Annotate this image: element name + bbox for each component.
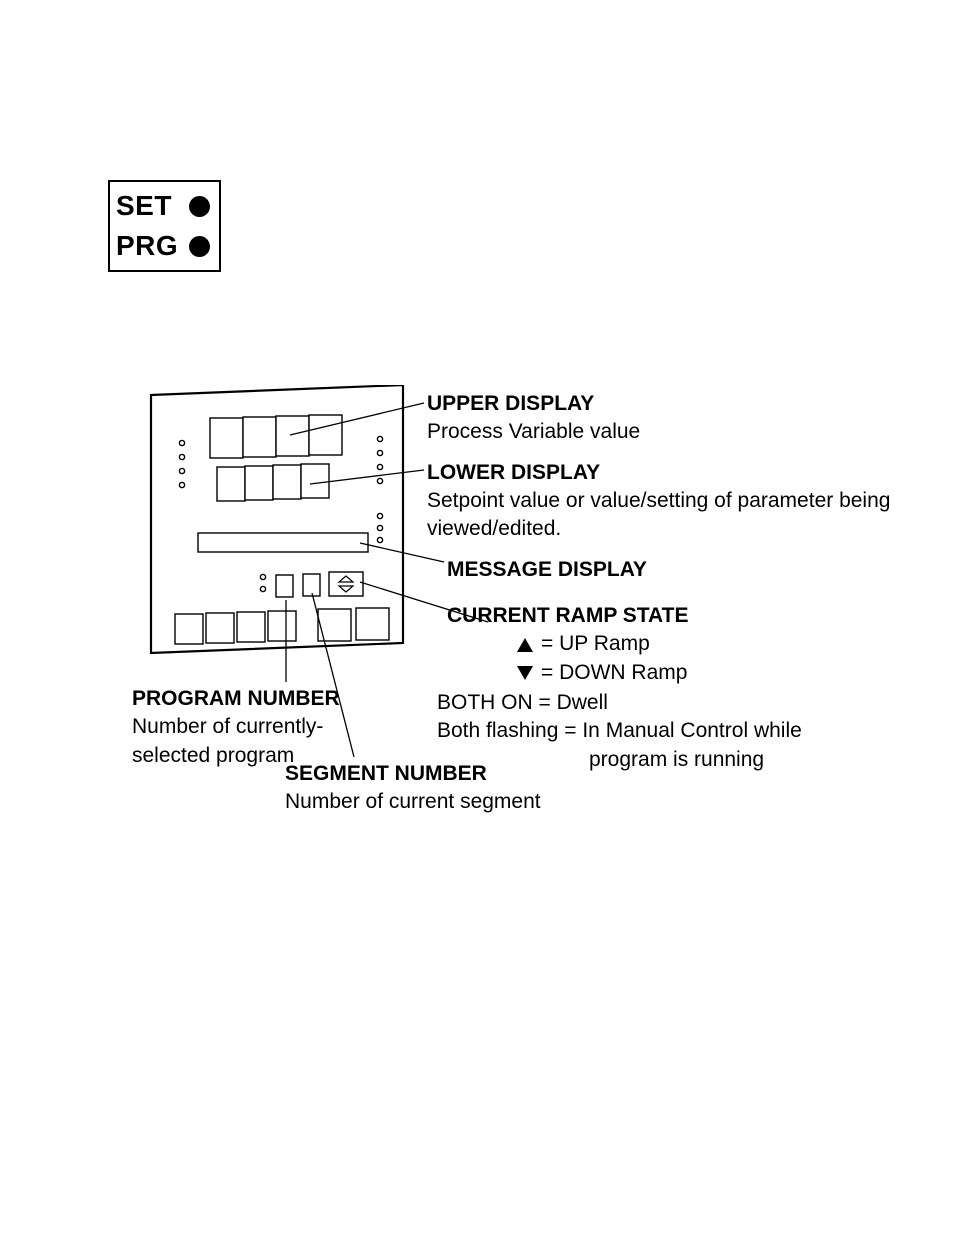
triangle-down-icon bbox=[517, 666, 533, 680]
controller-faceplate bbox=[143, 385, 411, 663]
lower-display-body: Setpoint value or value/setting of param… bbox=[427, 487, 927, 544]
program-number-display bbox=[276, 575, 293, 597]
setprg-panel: SET PRG bbox=[108, 180, 221, 272]
segment-number-body: Number of current segment bbox=[285, 788, 645, 816]
ramp-down-text: = DOWN Ramp bbox=[541, 659, 687, 687]
upper-display bbox=[210, 415, 342, 458]
setprg-row-label: PRG bbox=[116, 230, 178, 262]
set-led-icon bbox=[189, 196, 210, 217]
ramp-state-title: CURRENT RAMP STATE bbox=[447, 602, 927, 630]
ramp-bothon-text: BOTH ON = Dwell bbox=[437, 689, 927, 717]
upper-display-title: UPPER DISPLAY bbox=[427, 390, 927, 418]
prg-led-icon bbox=[189, 236, 210, 257]
program-number-callout: PROGRAM NUMBER Number of currently- sele… bbox=[132, 685, 362, 770]
lower-display bbox=[217, 464, 329, 501]
segment-number-callout: SEGMENT NUMBER Number of current segment bbox=[285, 760, 645, 817]
setprg-row-prg: PRG bbox=[116, 226, 213, 266]
triangle-up-icon bbox=[517, 638, 533, 652]
page: SET PRG bbox=[0, 0, 954, 1235]
ramp-down-line: = DOWN Ramp bbox=[517, 659, 927, 687]
program-number-title: PROGRAM NUMBER bbox=[132, 685, 362, 713]
bottom-button-row bbox=[175, 608, 389, 644]
lower-display-title: LOWER DISPLAY bbox=[427, 459, 927, 487]
program-number-body1: Number of currently- bbox=[132, 713, 362, 741]
message-display bbox=[198, 533, 368, 552]
segment-number-display bbox=[303, 574, 320, 596]
setprg-row-set: SET bbox=[116, 186, 213, 226]
ramp-up-text: = UP Ramp bbox=[541, 630, 650, 658]
ramp-bothflash-text1: Both flashing = In Manual Control while bbox=[437, 717, 927, 745]
ramp-up-line: = UP Ramp bbox=[517, 630, 927, 658]
message-display-title: MESSAGE DISPLAY bbox=[447, 556, 927, 584]
setprg-row-label: SET bbox=[116, 190, 172, 222]
upper-display-body: Process Variable value bbox=[427, 418, 927, 446]
segment-number-title: SEGMENT NUMBER bbox=[285, 760, 645, 788]
callouts-right: UPPER DISPLAY Process Variable value LOW… bbox=[427, 390, 927, 774]
